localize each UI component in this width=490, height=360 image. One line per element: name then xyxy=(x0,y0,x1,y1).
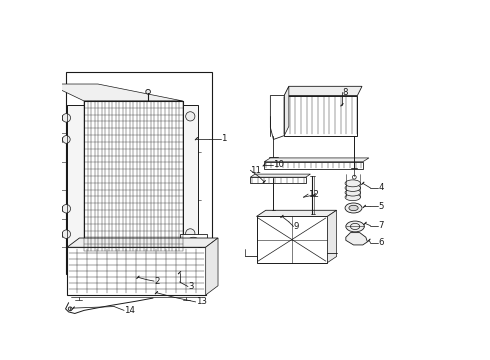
Text: 5: 5 xyxy=(378,202,384,211)
Polygon shape xyxy=(49,84,183,101)
Circle shape xyxy=(189,261,197,270)
Circle shape xyxy=(186,229,195,238)
Circle shape xyxy=(62,114,71,122)
Circle shape xyxy=(68,307,72,311)
Circle shape xyxy=(62,230,71,238)
Polygon shape xyxy=(327,210,337,263)
Ellipse shape xyxy=(345,189,361,196)
Polygon shape xyxy=(125,273,140,280)
Text: 9: 9 xyxy=(294,222,299,231)
Polygon shape xyxy=(264,158,369,162)
Text: 14: 14 xyxy=(124,306,135,315)
Polygon shape xyxy=(67,105,84,247)
Text: 7: 7 xyxy=(378,221,384,230)
Text: 13: 13 xyxy=(196,297,207,306)
Polygon shape xyxy=(257,210,337,216)
Polygon shape xyxy=(84,101,183,251)
Polygon shape xyxy=(67,247,206,295)
Text: 1: 1 xyxy=(221,134,226,143)
Circle shape xyxy=(186,112,195,121)
Ellipse shape xyxy=(345,184,361,192)
Text: 3: 3 xyxy=(188,282,194,291)
Bar xyxy=(66,72,212,274)
Text: 4: 4 xyxy=(378,184,384,193)
Text: 12: 12 xyxy=(308,190,319,199)
Circle shape xyxy=(62,204,71,213)
Ellipse shape xyxy=(189,247,198,260)
Circle shape xyxy=(146,89,150,94)
Polygon shape xyxy=(284,95,357,136)
Polygon shape xyxy=(284,86,362,95)
Polygon shape xyxy=(250,174,311,177)
Text: 10: 10 xyxy=(273,160,285,169)
Polygon shape xyxy=(257,216,327,263)
Ellipse shape xyxy=(188,237,199,245)
Ellipse shape xyxy=(345,194,361,201)
Text: 8: 8 xyxy=(342,88,347,97)
Bar xyxy=(179,234,207,273)
Bar xyxy=(250,177,306,183)
Text: 6: 6 xyxy=(378,238,384,247)
Circle shape xyxy=(62,136,70,143)
Bar xyxy=(264,162,363,169)
Text: 11: 11 xyxy=(250,166,261,175)
Ellipse shape xyxy=(346,221,364,232)
Ellipse shape xyxy=(349,205,358,211)
Ellipse shape xyxy=(345,203,362,213)
Polygon shape xyxy=(284,86,289,136)
Text: 2: 2 xyxy=(154,276,160,285)
Polygon shape xyxy=(346,233,368,245)
Ellipse shape xyxy=(345,180,361,187)
Polygon shape xyxy=(270,95,284,139)
Polygon shape xyxy=(206,238,218,295)
Polygon shape xyxy=(67,238,218,247)
Polygon shape xyxy=(183,105,198,247)
